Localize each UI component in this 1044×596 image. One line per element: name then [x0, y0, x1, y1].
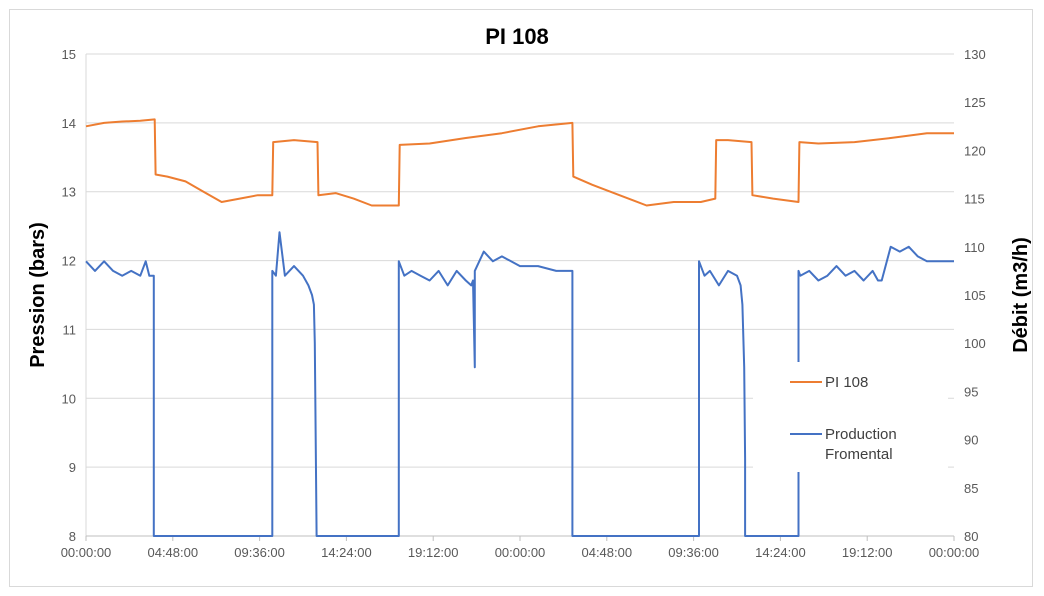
x-tick-label: 04:48:00	[147, 545, 198, 560]
x-tick-label: 14:24:00	[321, 545, 372, 560]
legend-background	[753, 362, 948, 472]
title-background	[465, 19, 569, 53]
y2-tick-label: 130	[964, 47, 986, 62]
x-tick-label: 00:00:00	[929, 545, 980, 560]
series-lines	[85, 118, 954, 537]
y2-tick-label: 90	[964, 433, 978, 448]
y2-tick-label: 85	[964, 481, 978, 496]
x-tick-label: 09:36:00	[234, 545, 285, 560]
y2-axis-title: Débit (m3/h)	[1010, 237, 1032, 353]
y2-tick-label: 105	[964, 288, 986, 303]
legend-label-production-line2: Fromental	[825, 446, 893, 463]
x-tick-label: 00:00:00	[61, 545, 112, 560]
y2-tick-label: 95	[964, 384, 978, 399]
y-tick-label: 13	[62, 185, 76, 200]
chart-title: PI 108	[485, 24, 549, 49]
x-tick-label: 19:12:00	[842, 545, 893, 560]
y2-tick-label: 120	[964, 143, 986, 158]
legend-label-production: Production Fromental	[825, 426, 901, 463]
x-tick-label: 04:48:00	[581, 545, 632, 560]
x-tick-label: 00:00:00	[495, 545, 546, 560]
y2-tick-label: 100	[964, 336, 986, 351]
y-tick-label: 9	[69, 460, 76, 475]
y-axis-title: Pression (bars)	[27, 222, 49, 368]
axes: 8 9 10 11 12 13 14 15 80 85 90 95 100 105 110 115 120 125…	[61, 47, 986, 560]
y2-tick-label: 110	[964, 240, 985, 255]
legend: PI 108 Production Fromental	[753, 362, 948, 472]
series-line-pi108	[85, 118, 954, 207]
x-tick-label: 14:24:00	[755, 545, 806, 560]
legend-label-production-line1: Production	[825, 426, 897, 443]
x-tick-label: 19:12:00	[408, 545, 459, 560]
y-tick-label: 10	[62, 391, 76, 406]
y-tick-label: 8	[69, 529, 76, 544]
y2-tick-label: 125	[964, 95, 986, 110]
chart-area	[9, 9, 1033, 587]
series-line-production-fromental	[85, 231, 954, 537]
legend-label-pi108: PI 108	[825, 374, 868, 391]
y-tick-label: 15	[62, 47, 76, 62]
y-tick-label: 11	[63, 322, 77, 337]
y-tick-label: 14	[62, 116, 76, 131]
y2-tick-label: 115	[964, 192, 985, 207]
x-tick-label: 09:36:00	[668, 545, 719, 560]
y-tick-label: 12	[62, 254, 76, 269]
y2-tick-label: 80	[964, 529, 978, 544]
